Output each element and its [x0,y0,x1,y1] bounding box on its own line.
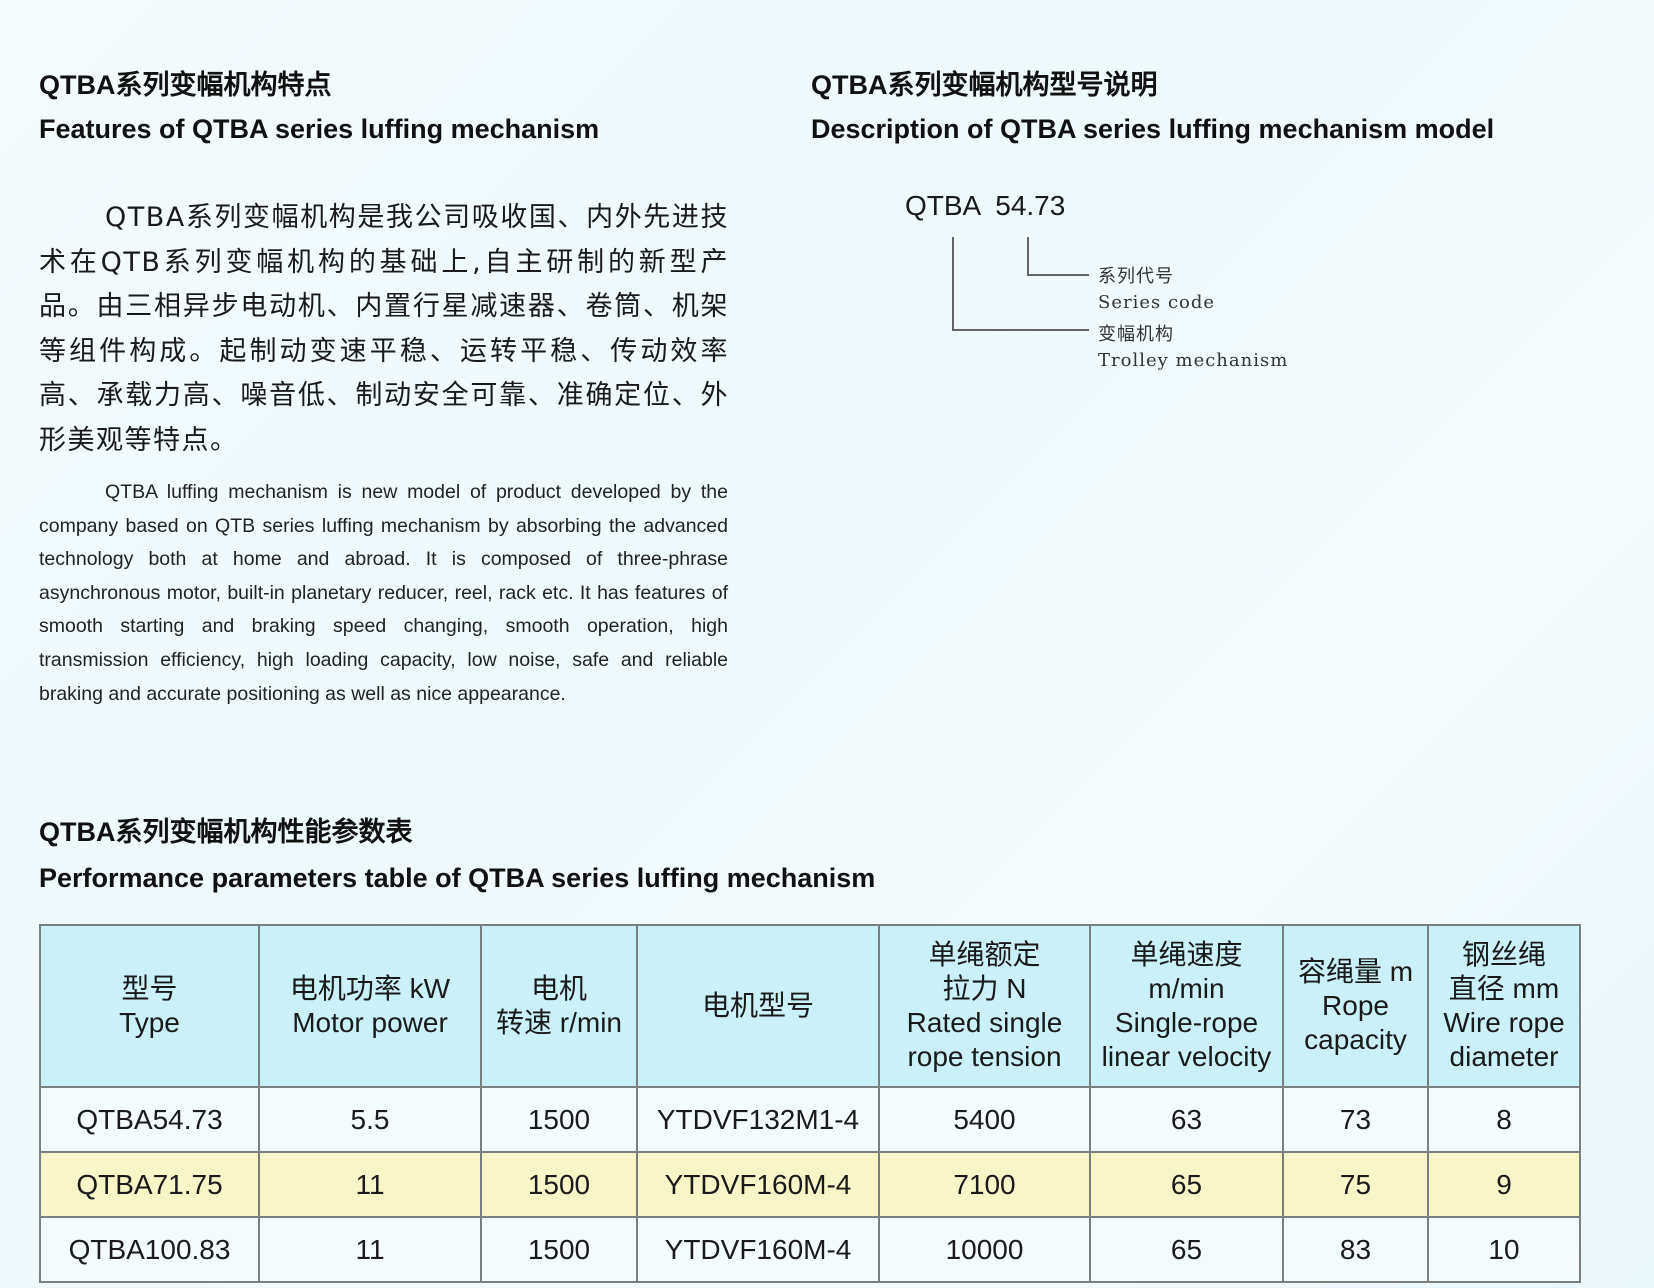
table-cell: 1500 [480,1216,638,1283]
column-header-line: 转速 r/min [495,1007,622,1038]
table-cell: 10000 [878,1216,1091,1283]
column-header: 电机功率 kW Motor power [258,924,482,1088]
table-cell: YTDVF160M-4 [636,1151,880,1218]
table-cell: 75 [1282,1151,1429,1218]
mechanism-en: Trolley mechanism [1098,350,1289,371]
table-cell: QTBA71.75 [39,1151,260,1218]
table-cell: 11 [258,1151,482,1218]
model-example: QTBA 54.73 [905,190,1066,221]
connector-line [1027,237,1029,276]
table-cell: 1500 [480,1151,638,1218]
column-header-line: Type [119,1007,180,1038]
column-header-line: Rope [1322,990,1389,1021]
model-desc-title-en: Description of QTBA series luffing mecha… [811,114,1495,144]
column-header-line: diameter [1449,1041,1559,1072]
table-cell: 5.5 [258,1086,482,1153]
table-cell: YTDVF132M1-4 [636,1086,880,1153]
column-header-line: 型号 [121,973,178,1004]
column-header: 电机 转速 r/min [480,924,638,1088]
table-cell: 1500 [480,1086,638,1153]
column-header-line: 单绳速度 [1130,939,1243,970]
table-cell: 65 [1089,1151,1284,1218]
table-title-zh: QTBA系列变幅机构性能参数表 [39,817,413,847]
column-header-line: m/min [1148,973,1225,1004]
features-title-zh: QTBA系列变幅机构特点 [39,70,332,100]
header-row: 型号 Type 电机功率 kW Motor power 电机 转速 r/min 电机型号 单绳… [39,924,1581,1088]
column-header-line: Rated single [906,1007,1063,1038]
column-header-line: 容绳量 m [1297,956,1414,987]
column-header: 单绳速度 m/min Single-rope linear velocity [1089,924,1284,1088]
column-header-line: 拉力 N [942,973,1027,1004]
table-row: QTBA71.75 11 1500 YTDVF160M-4 7100 65 75 9 [39,1151,1581,1218]
column-header-line: 直径 mm [1448,973,1560,1004]
table-cell: 65 [1089,1216,1284,1283]
column-header: 钢丝绳 直径 mm Wire rope diameter [1427,924,1581,1088]
table-cell: 83 [1282,1216,1429,1283]
table-row: QTBA100.83 11 1500 YTDVF160M-4 10000 65 83 10 [39,1216,1581,1283]
column-header: 电机型号 [636,924,880,1088]
column-header-line: Motor power [292,1007,448,1038]
performance-table: 型号 Type 电机功率 kW Motor power 电机 转速 r/min 电机型号 单绳… [39,924,1581,1283]
model-desc-title-zh: QTBA系列变幅机构型号说明 [811,70,1158,100]
table-cell: YTDVF160M-4 [636,1216,880,1283]
table-cell: QTBA100.83 [39,1216,260,1283]
column-header-line: linear velocity [1101,1041,1272,1072]
table-cell: 7100 [878,1151,1091,1218]
column-header-line: 电机功率 kW [289,973,451,1004]
table-cell: 8 [1427,1086,1581,1153]
column-header: 单绳额定 拉力 N Rated single rope tension [878,924,1091,1088]
column-header: 容绳量 m Rope capacity [1282,924,1429,1088]
column-header: 型号 Type [39,924,260,1088]
table-cell: 63 [1089,1086,1284,1153]
connector-line [1027,274,1089,276]
table-cell: 5400 [878,1086,1091,1153]
table-cell: 9 [1427,1151,1581,1218]
column-header-line: Single-rope [1114,1007,1259,1038]
table-cell: 11 [258,1216,482,1283]
table-cell: 73 [1282,1086,1429,1153]
features-title-en: Features of QTBA series luffing mechanis… [39,114,600,144]
table-cell: QTBA54.73 [39,1086,260,1153]
column-header-line: 单绳额定 [928,939,1041,970]
features-body-en: QTBA luffing mechanism is new model of p… [39,481,728,705]
column-header-line: 钢丝绳 [1461,939,1546,970]
mechanism-zh: 变幅机构 [1098,324,1174,345]
table-cell: 10 [1427,1216,1581,1283]
series-code-zh: 系列代号 [1098,266,1174,287]
features-body-zh: QTBA系列变幅机构是我公司吸收国、内外先进技术在QTB系列变幅机构的基础上,自… [39,202,729,456]
table-title-en: Performance parameters table of QTBA ser… [39,863,876,893]
column-header-line: capacity [1304,1024,1407,1055]
column-header-line: rope tension [907,1041,1062,1072]
table-row: QTBA54.73 5.5 1500 YTDVF132M1-4 5400 63 73 8 [39,1086,1581,1153]
connector-line [952,237,954,331]
series-code-en: Series code [1098,292,1216,313]
column-header-line: 电机 [530,973,587,1004]
connector-line [952,329,1089,331]
column-header-line: 电机型号 [701,990,814,1021]
column-header-line: Wire rope [1443,1007,1565,1038]
